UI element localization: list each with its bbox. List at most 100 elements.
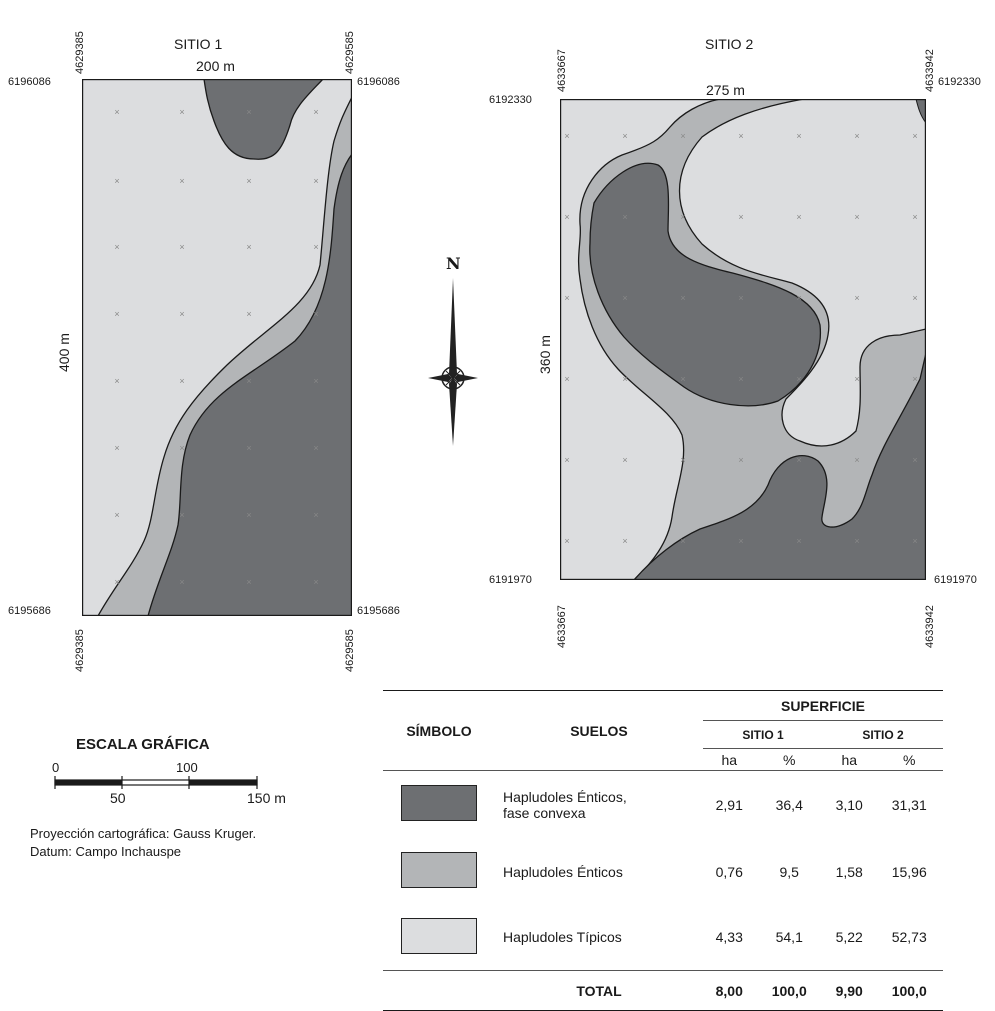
svg-text:×: × bbox=[854, 374, 859, 384]
legend-total-s2-ha: 9,90 bbox=[835, 982, 863, 999]
svg-text:×: × bbox=[179, 376, 184, 386]
site2-east-x-bottom: 4633942 bbox=[924, 605, 936, 648]
svg-text:×: × bbox=[912, 293, 917, 303]
scale-tick-150: 150 m bbox=[247, 790, 286, 806]
svg-text:×: × bbox=[313, 376, 318, 386]
legend-s1-ha: 2,91 bbox=[715, 796, 743, 813]
legend-header-symbol: SÍMBOLO bbox=[383, 690, 495, 771]
site2-width-label: 275 m bbox=[706, 82, 745, 98]
svg-text:×: × bbox=[114, 510, 119, 520]
svg-text:×: × bbox=[564, 212, 569, 222]
svg-text:×: × bbox=[796, 455, 801, 465]
site2-west-x-top: 4633667 bbox=[556, 49, 568, 92]
svg-text:×: × bbox=[114, 376, 119, 386]
svg-text:×: × bbox=[738, 212, 743, 222]
svg-text:×: × bbox=[796, 131, 801, 141]
site1-west-x-bottom: 4629385 bbox=[74, 629, 86, 672]
site1-south-y-left: 6195686 bbox=[8, 605, 51, 617]
svg-text:×: × bbox=[179, 577, 184, 587]
svg-text:×: × bbox=[246, 176, 251, 186]
svg-text:×: × bbox=[564, 374, 569, 384]
svg-text:×: × bbox=[564, 455, 569, 465]
svg-text:×: × bbox=[313, 577, 318, 587]
svg-text:×: × bbox=[622, 293, 627, 303]
svg-text:×: × bbox=[912, 374, 917, 384]
svg-text:×: × bbox=[114, 443, 119, 453]
projection-line-1: Proyección cartográfica: Gauss Kruger. bbox=[30, 826, 257, 841]
scale-tick-0: 0 bbox=[52, 760, 60, 775]
legend-swatch-dark bbox=[401, 785, 477, 822]
svg-text:×: × bbox=[912, 212, 917, 222]
svg-text:×: × bbox=[114, 107, 119, 117]
legend-unit-s2-ha: ha bbox=[822, 748, 876, 771]
svg-text:×: × bbox=[622, 374, 627, 384]
svg-text:×: × bbox=[313, 443, 318, 453]
soil-legend-table: SÍMBOLO SUELOS SUPERFICIE SITIO 1 SITIO … bbox=[383, 690, 943, 1011]
legend-s1-pct: 9,5 bbox=[779, 863, 799, 880]
legend-unit-s2-pct: % bbox=[875, 748, 943, 771]
svg-text:×: × bbox=[680, 374, 685, 384]
site1-height-label: 400 m bbox=[56, 333, 72, 372]
svg-text:×: × bbox=[622, 212, 627, 222]
legend-s2-pct: 31,31 bbox=[891, 796, 927, 813]
legend-total-s1-ha: 8,00 bbox=[715, 982, 743, 999]
legend-row: Hapludoles Énticos, fase convexa 2,91 36,… bbox=[383, 770, 943, 839]
svg-text:×: × bbox=[854, 293, 859, 303]
site1-north-y-right: 6196086 bbox=[357, 76, 400, 88]
site2-boundary bbox=[560, 99, 926, 580]
svg-text:×: × bbox=[179, 107, 184, 117]
site1-convex-phase-area bbox=[147, 152, 352, 616]
svg-text:×: × bbox=[179, 309, 184, 319]
svg-text:×: × bbox=[854, 131, 859, 141]
scale-bar bbox=[54, 776, 258, 789]
legend-row: Hapludoles Típicos 4,33 54,1 5,22 52,73 bbox=[383, 905, 943, 971]
svg-text:×: × bbox=[313, 242, 318, 252]
svg-text:×: × bbox=[796, 374, 801, 384]
legend-s2-pct: 52,73 bbox=[891, 929, 927, 946]
svg-text:×: × bbox=[738, 374, 743, 384]
svg-text:×: × bbox=[179, 443, 184, 453]
svg-text:×: × bbox=[246, 309, 251, 319]
site1-east-x-bottom: 4629585 bbox=[344, 629, 356, 672]
svg-text:×: × bbox=[912, 455, 917, 465]
legend-unit-s1-ha: ha bbox=[703, 748, 756, 771]
svg-text:×: × bbox=[622, 131, 627, 141]
svg-text:×: × bbox=[854, 212, 859, 222]
svg-text:×: × bbox=[313, 309, 318, 319]
svg-text:×: × bbox=[680, 293, 685, 303]
svg-text:×: × bbox=[912, 131, 917, 141]
site2-west-x-bottom: 4633667 bbox=[556, 605, 568, 648]
site1-soil-map: × × × × × × × × × × × × × × × × × × × × × × × × × × × × × × × × bbox=[82, 79, 352, 616]
svg-text:×: × bbox=[564, 293, 569, 303]
svg-text:×: × bbox=[680, 455, 685, 465]
site1-convex-phase-patch-north bbox=[203, 79, 324, 160]
svg-text:×: × bbox=[179, 510, 184, 520]
legend-total-label: TOTAL bbox=[576, 982, 622, 999]
legend-header-area: SUPERFICIE bbox=[703, 690, 943, 721]
site2-convex-phase-northeast bbox=[915, 99, 926, 124]
svg-text:×: × bbox=[622, 455, 627, 465]
site2-south-y-left: 6191970 bbox=[489, 574, 532, 586]
scale-tick-100: 100 bbox=[176, 760, 198, 775]
legend-swatch-medium bbox=[401, 852, 477, 888]
projection-line-2: Datum: Campo Inchauspe bbox=[30, 844, 182, 859]
site2-south-y-right: 6191970 bbox=[934, 574, 977, 586]
legend-s1-pct: 36,4 bbox=[775, 796, 803, 813]
site1-sample-points: × × × × × × × × × × × × × × × × × × × × × × × × × × × × × × × × bbox=[114, 107, 318, 587]
legend-s2-pct: 15,96 bbox=[891, 863, 927, 880]
legend-swatch-light bbox=[401, 917, 477, 954]
site1-west-x-top: 4629385 bbox=[74, 31, 86, 74]
legend-unit-s1-pct: % bbox=[755, 748, 823, 771]
north-arrow-icon bbox=[428, 278, 478, 446]
legend-soil-name: Hapludoles Énticos, bbox=[503, 788, 627, 805]
site1-title: SITIO 1 bbox=[174, 36, 223, 52]
legend-header-soils: SUELOS bbox=[495, 690, 703, 771]
svg-text:×: × bbox=[680, 131, 685, 141]
site2-convex-phase-south bbox=[633, 352, 926, 580]
svg-text:×: × bbox=[114, 176, 119, 186]
svg-text:×: × bbox=[854, 536, 859, 546]
svg-text:×: × bbox=[680, 212, 685, 222]
svg-text:×: × bbox=[738, 293, 743, 303]
site2-convex-phase-center bbox=[589, 162, 821, 407]
site1-width-label: 200 m bbox=[196, 58, 235, 74]
